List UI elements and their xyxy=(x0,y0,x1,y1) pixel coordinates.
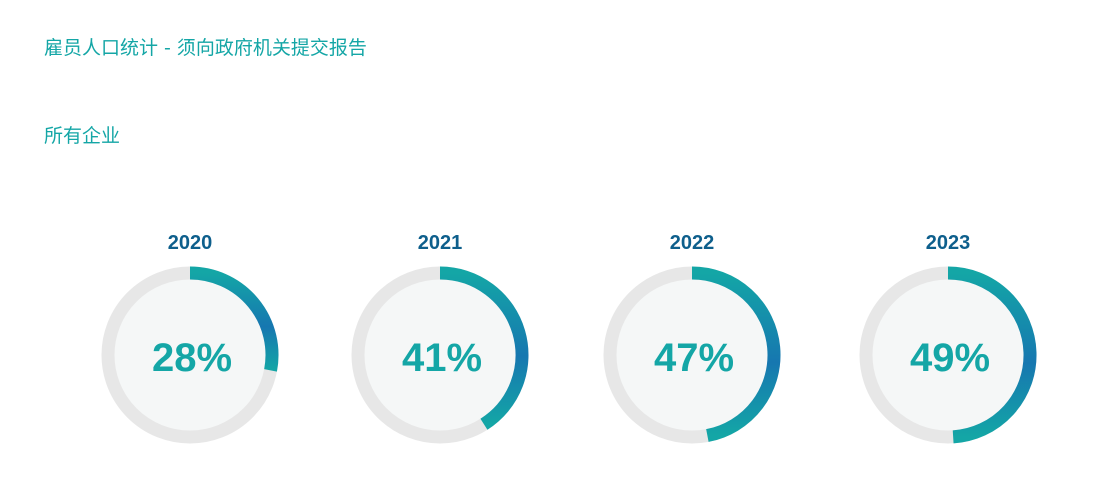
page-title: 雇员人口统计 - 须向政府机关提交报告 xyxy=(44,37,367,59)
gauge-inner xyxy=(114,279,266,431)
gauge-year-label: 2023 xyxy=(926,232,971,254)
gauge-value-label: 28% xyxy=(152,336,232,380)
gauge-year-label: 2020 xyxy=(168,232,213,254)
gauge-inner xyxy=(872,279,1024,431)
gauge-2022: 2022 47% xyxy=(603,232,781,444)
page-subtitle: 所有企业 xyxy=(44,125,121,147)
gauge-year-label: 2021 xyxy=(418,232,463,254)
gauge-inner xyxy=(616,279,768,431)
gauge-value-label: 49% xyxy=(910,336,990,380)
gauge-value-label: 47% xyxy=(654,336,734,380)
gauge-inner xyxy=(364,279,516,431)
gauge-2023: 2023 49% xyxy=(859,232,1037,444)
gauge-value-label: 41% xyxy=(402,336,482,380)
gauge-2020: 2020 28% xyxy=(101,232,279,444)
gauge-year-label: 2022 xyxy=(670,232,715,254)
gauge-value-arc xyxy=(947,266,1037,444)
gauge-value-arc xyxy=(439,266,529,430)
gauge-value-arc xyxy=(189,266,279,372)
gauge-2021: 2021 41% xyxy=(351,232,529,444)
gauge-value-arc xyxy=(691,266,781,442)
